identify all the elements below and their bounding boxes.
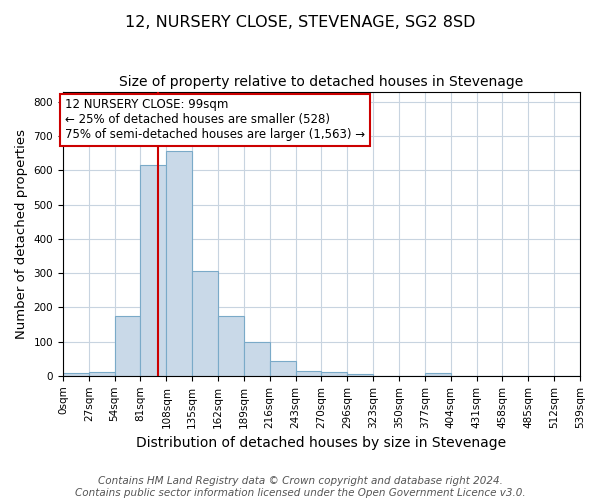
Bar	[218, 316, 244, 376]
Bar	[347, 374, 373, 376]
Bar	[89, 372, 115, 376]
Bar	[140, 165, 166, 376]
X-axis label: Distribution of detached houses by size in Stevenage: Distribution of detached houses by size …	[136, 436, 506, 450]
Bar	[115, 316, 140, 376]
Bar	[192, 272, 218, 376]
Bar	[166, 152, 192, 376]
Y-axis label: Number of detached properties: Number of detached properties	[15, 128, 28, 338]
Bar	[63, 373, 89, 376]
Bar	[244, 342, 270, 376]
Bar	[322, 372, 347, 376]
Bar	[270, 362, 296, 376]
Bar	[296, 370, 322, 376]
Text: 12 NURSERY CLOSE: 99sqm
← 25% of detached houses are smaller (528)
75% of semi-d: 12 NURSERY CLOSE: 99sqm ← 25% of detache…	[65, 98, 365, 142]
Text: 12, NURSERY CLOSE, STEVENAGE, SG2 8SD: 12, NURSERY CLOSE, STEVENAGE, SG2 8SD	[125, 15, 475, 30]
Text: Contains HM Land Registry data © Crown copyright and database right 2024.
Contai: Contains HM Land Registry data © Crown c…	[74, 476, 526, 498]
Title: Size of property relative to detached houses in Stevenage: Size of property relative to detached ho…	[119, 75, 524, 89]
Bar	[425, 373, 451, 376]
